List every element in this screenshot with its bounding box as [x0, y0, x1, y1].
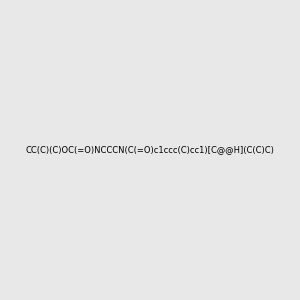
Text: CC(C)(C)OC(=O)NCCCN(C(=O)c1ccc(C)cc1)[C@@H](C(C)C): CC(C)(C)OC(=O)NCCCN(C(=O)c1ccc(C)cc1)[C@…	[26, 146, 275, 154]
